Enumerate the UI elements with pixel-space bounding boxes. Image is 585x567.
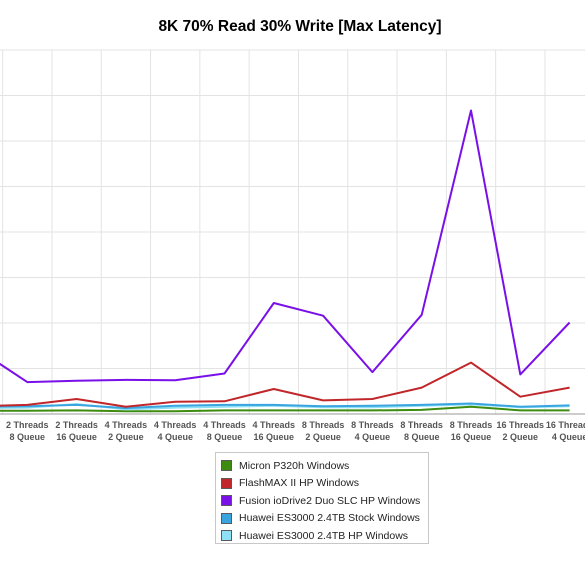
legend-item: Fusion ioDrive2 Duo SLC HP Windows <box>221 492 428 510</box>
legend: Micron P320h Windows FlashMAX II HP Windo… <box>215 452 429 544</box>
legend-swatch <box>221 512 232 524</box>
legend-swatch <box>221 530 232 542</box>
x-tick-label: 16 Queue <box>254 432 295 442</box>
x-tick-label: 16 Queue <box>451 432 492 442</box>
x-tick-label: 8 Queue <box>404 432 440 442</box>
legend-item: FlashMAX II HP Windows <box>221 475 428 493</box>
series-line <box>0 405 570 413</box>
legend-swatch <box>221 495 232 507</box>
x-tick-label: 8 Threads <box>302 420 345 430</box>
x-tick-label: 4 Threads <box>154 420 197 430</box>
x-tick-label: 16 Threads <box>546 420 585 430</box>
legend-swatch <box>221 460 232 472</box>
legend-item: Huawei ES3000 2.4TB HP Windows <box>221 527 428 545</box>
x-tick-label: 2 Queue <box>305 432 341 442</box>
legend-label: FlashMAX II HP Windows <box>239 477 360 490</box>
series-line <box>0 402 570 410</box>
legend-swatch <box>221 477 232 489</box>
x-tick-label: 2 Threads <box>6 420 49 430</box>
legend-item: Huawei ES3000 2.4TB Stock Windows <box>221 510 428 528</box>
x-tick-label: 8 Threads <box>400 420 443 430</box>
legend-label: Huawei ES3000 2.4TB HP Windows <box>239 529 409 542</box>
x-tick-label: 2 Queue <box>108 432 144 442</box>
legend-label: Huawei ES3000 2.4TB Stock Windows <box>239 512 420 525</box>
series-line <box>0 361 570 408</box>
x-tick-label: 8 Queue <box>207 432 243 442</box>
legend-label: Micron P320h Windows <box>239 459 350 472</box>
x-tick-label: 4 Queue <box>157 432 193 442</box>
legend-label: Fusion ioDrive2 Duo SLC HP Windows <box>239 494 421 507</box>
x-tick-label: 8 Threads <box>351 420 394 430</box>
x-tick-label: 16 Queue <box>56 432 97 442</box>
x-tick-label: 4 Threads <box>105 420 148 430</box>
x-tick-label: 4 Threads <box>203 420 246 430</box>
x-tick-label: 8 Threads <box>450 420 493 430</box>
x-tick-label: 2 Threads <box>55 420 98 430</box>
legend-item: Micron P320h Windows <box>221 457 428 475</box>
grid-layer <box>0 49 585 415</box>
x-tick-label: 16 Threads <box>497 420 545 430</box>
x-tick-label: 4 Threads <box>253 420 296 430</box>
x-tick-label: 8 Queue <box>10 432 46 442</box>
series-layer <box>0 109 571 413</box>
x-tick-label: 2 Queue <box>503 432 539 442</box>
series-line <box>0 109 571 384</box>
x-tick-label: 4 Queue <box>552 432 585 442</box>
x-tick-label: 4 Queue <box>355 432 391 442</box>
chart-title: 8K 70% Read 30% Write [Max Latency] <box>158 18 442 35</box>
